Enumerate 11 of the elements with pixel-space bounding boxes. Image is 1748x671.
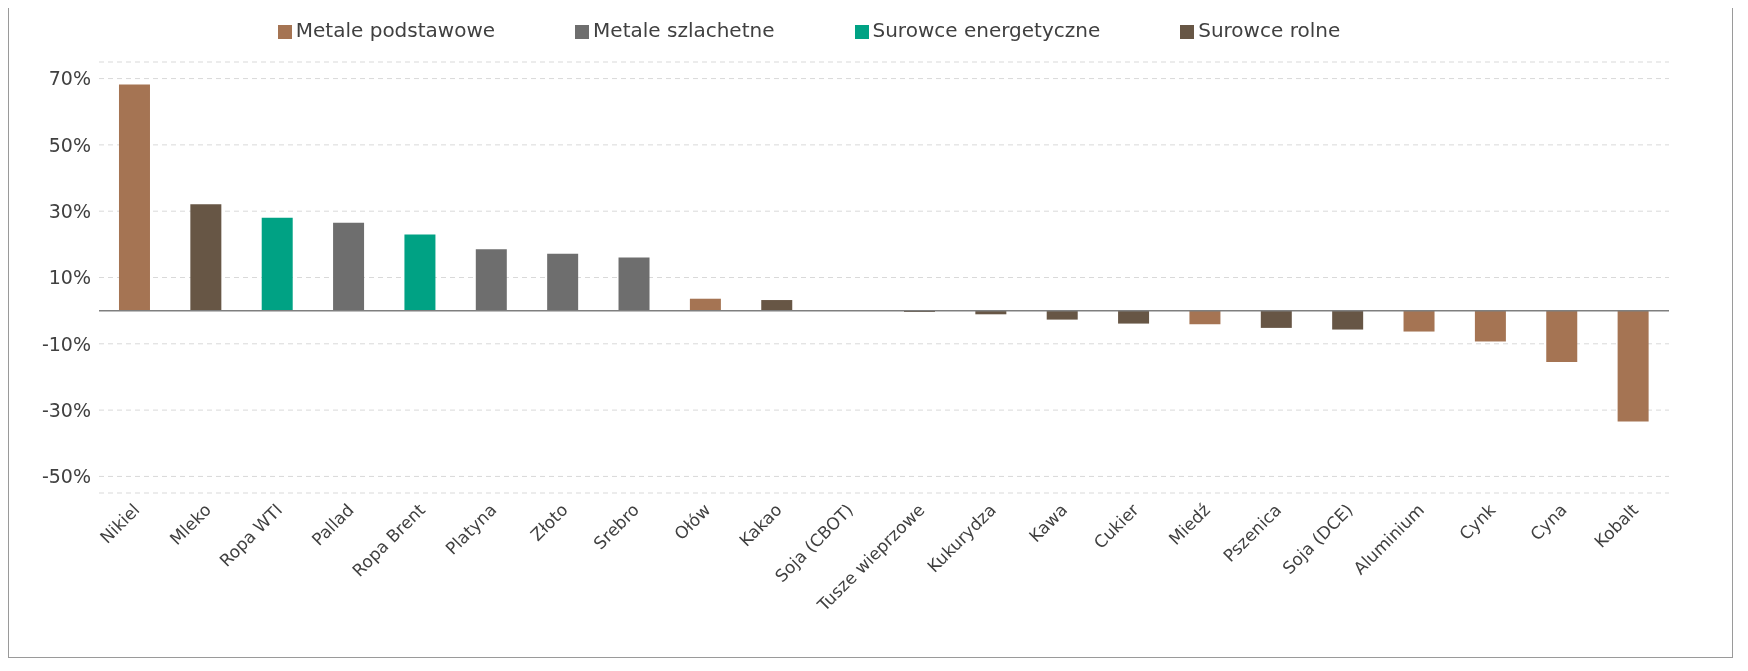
legend-label: Surowce energetyczne — [872, 18, 1101, 42]
y-tick-label: 70% — [48, 67, 91, 90]
y-tick-label: -50% — [41, 465, 91, 488]
legend-label: Metale szlachetne — [593, 18, 775, 42]
legend-label: Metale podstawowe — [295, 18, 496, 42]
y-tick-label: 50% — [48, 133, 91, 156]
y-tick-label: -30% — [41, 398, 91, 421]
y-tick-label: -10% — [41, 332, 91, 355]
legend-label: Surowce rolne — [1198, 18, 1341, 42]
y-tick-label: 10% — [48, 266, 91, 289]
y-tick-label: 30% — [48, 199, 91, 222]
